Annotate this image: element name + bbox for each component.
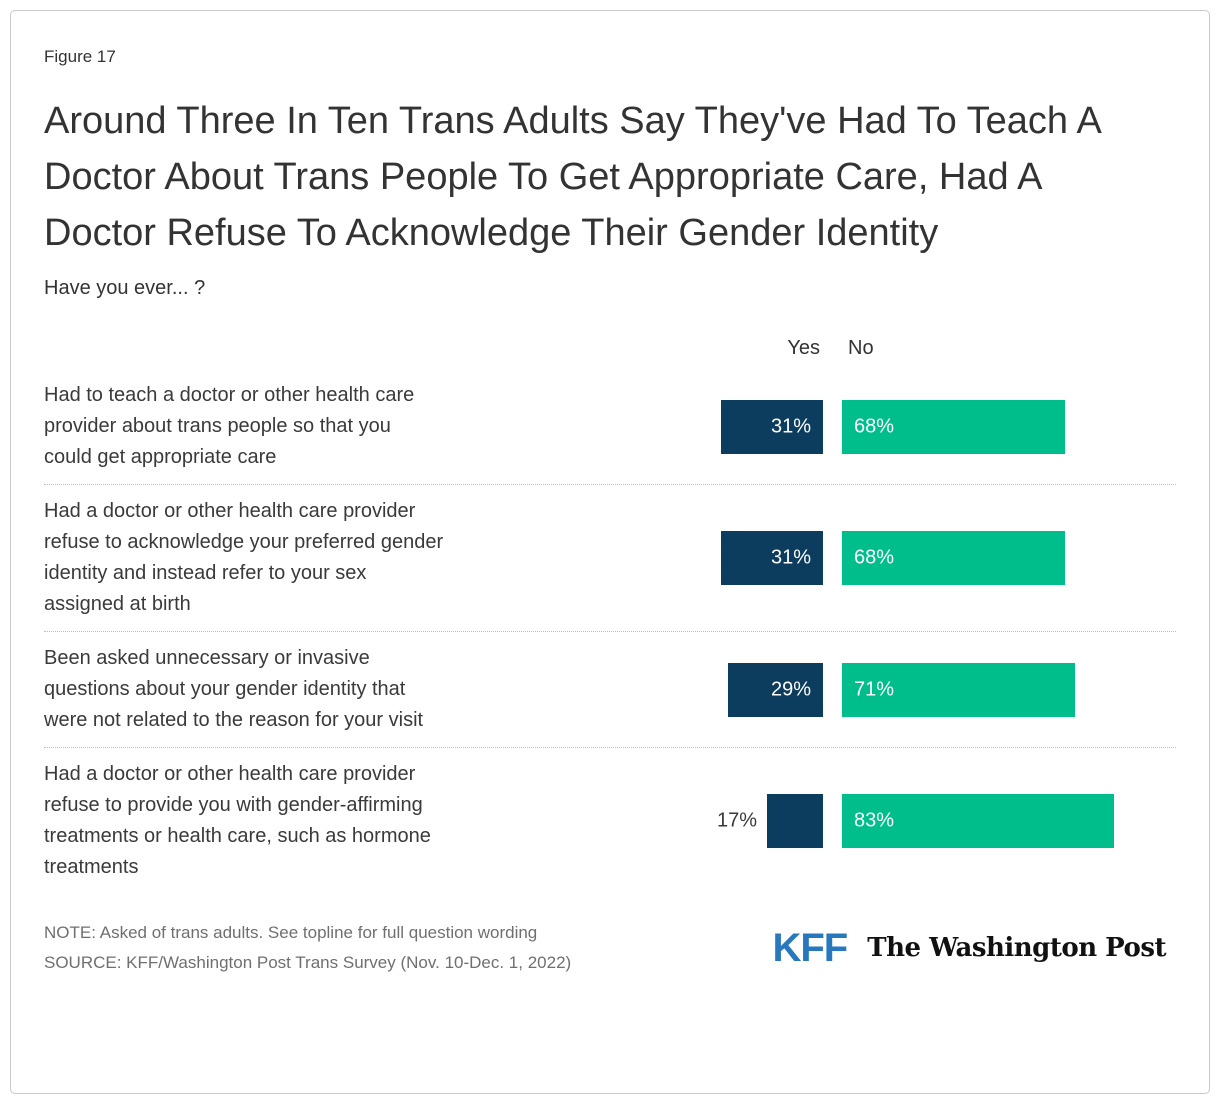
figure-subtitle: Have you ever... ? — [44, 277, 206, 299]
kff-logo: KFF — [772, 926, 848, 970]
yes-column-header: Yes — [787, 337, 820, 359]
yes-bar: 31% — [721, 531, 823, 585]
yes-bar-value: 31% — [770, 546, 811, 569]
no-column-header: No — [848, 337, 874, 359]
figure-number: Figure 17 — [44, 47, 116, 66]
chart-row: Had to teach a doctor or other health ca… — [44, 369, 1176, 485]
no-bar-value: 68% — [854, 546, 895, 569]
bar-zone: 29% 71% — [524, 643, 1176, 736]
figure-title: Around Three In Ten Trans Adults Say The… — [44, 100, 1100, 254]
no-bar: 71% — [842, 662, 1075, 717]
bar-zone: 31% 68% — [524, 380, 1176, 473]
no-bar-value: 71% — [854, 678, 895, 700]
chart: Yes No Had to teach a doctor or other he… — [44, 337, 1176, 894]
figure-footer: NOTE: Asked of trans adults. See topline… — [44, 918, 1176, 978]
source-line: SOURCE: KFF/Washington Post Trans Survey… — [44, 953, 572, 972]
washington-post-logo: The Washington Post — [867, 933, 1166, 963]
column-headers: Yes No — [524, 337, 1176, 363]
no-bar-value: 83% — [854, 809, 895, 832]
yes-bar-value: 17% — [716, 809, 757, 832]
question-label: Had a doctor or other health care provid… — [44, 500, 444, 615]
question-label: Had to teach a doctor or other health ca… — [44, 384, 415, 468]
bar-zone: 17% 83% — [524, 759, 1176, 883]
yes-bar-value: 31% — [770, 415, 811, 437]
yes-bar: 29% — [728, 662, 823, 717]
note-line: NOTE: Asked of trans adults. See topline… — [44, 923, 538, 942]
no-bar-value: 68% — [854, 415, 895, 437]
yes-bar: 17% — [717, 794, 823, 848]
question-label: Had a doctor or other health care provid… — [44, 763, 431, 878]
no-bar: 68% — [842, 399, 1065, 454]
no-bar: 83% — [842, 794, 1114, 848]
chart-row: Had a doctor or other health care provid… — [44, 748, 1176, 894]
bar-zone: 31% 68% — [524, 496, 1176, 620]
no-bar: 68% — [842, 531, 1065, 585]
figure-card: Figure 17 Around Three In Ten Trans Adul… — [10, 10, 1210, 1094]
yes-bar-value: 29% — [770, 678, 811, 700]
question-label: Been asked unnecessary or invasive quest… — [44, 647, 424, 731]
yes-bar: 31% — [721, 399, 823, 454]
chart-row: Been asked unnecessary or invasive quest… — [44, 632, 1176, 748]
chart-row: Had a doctor or other health care provid… — [44, 485, 1176, 632]
